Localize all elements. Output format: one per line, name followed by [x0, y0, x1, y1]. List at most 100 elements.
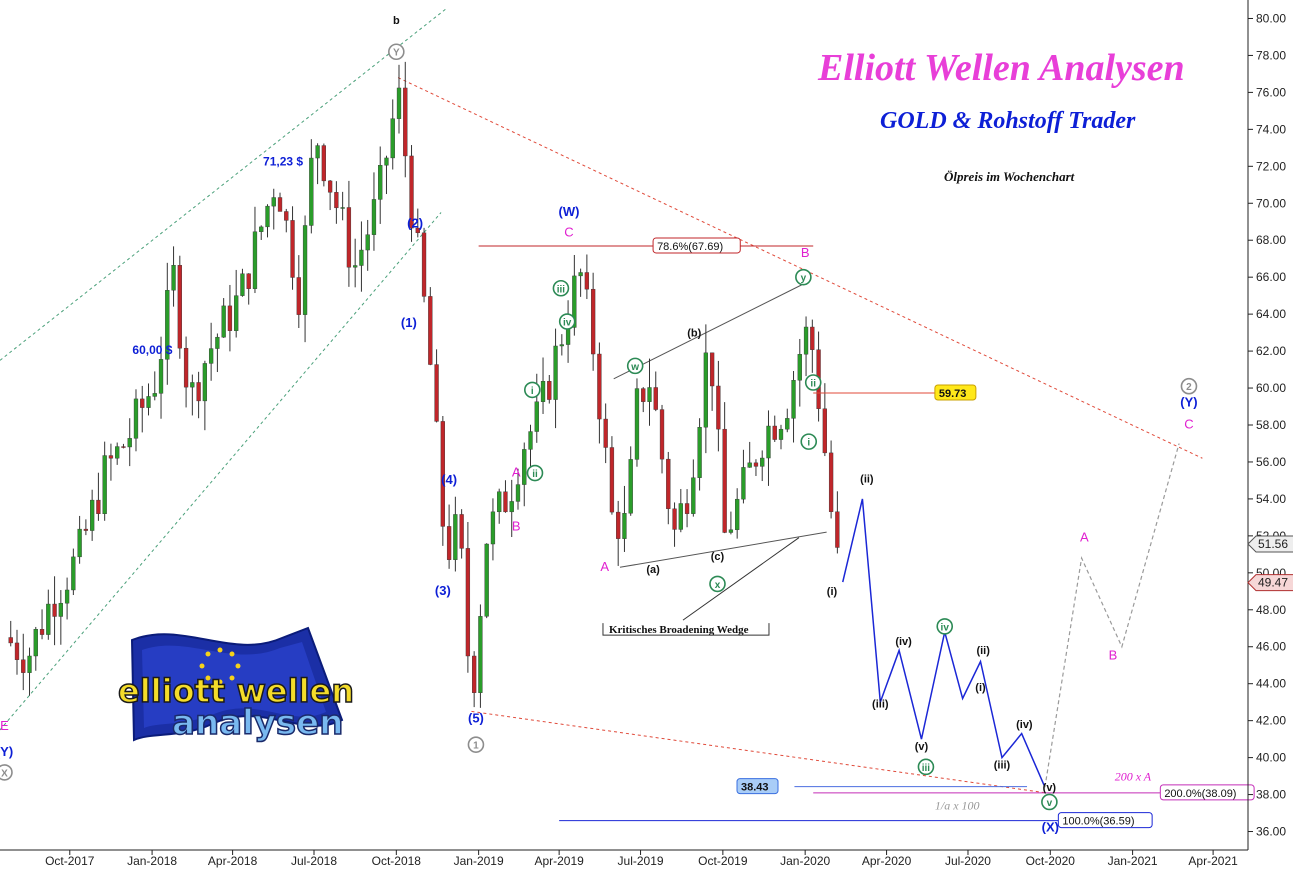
y-tick-label: 54.00: [1256, 492, 1286, 506]
elliott-wellen-logo: elliott wellen analysen: [117, 626, 355, 744]
candle: [684, 503, 690, 514]
wave-label-blue: (2): [407, 215, 423, 230]
wave-label-black: (c): [711, 551, 725, 563]
price-tag-label: 49.47: [1258, 576, 1288, 590]
wave-label-black: b: [393, 15, 400, 27]
candle: [446, 526, 452, 560]
candle: [647, 387, 652, 402]
wave-label-green-circle: [917, 758, 935, 776]
wave-label-magenta: A: [1080, 529, 1089, 544]
candle: [428, 296, 433, 365]
candle: [672, 508, 677, 530]
candle: [741, 467, 746, 500]
candle: [302, 225, 308, 315]
candle: [71, 556, 76, 591]
annotation-1a100: 1/a x 100: [935, 798, 980, 812]
wave-label-black: (iv): [895, 636, 912, 648]
wave-label-green: i: [531, 386, 534, 397]
wave-label-magenta: C: [1184, 417, 1193, 432]
wave-label-green-circle: [524, 381, 541, 399]
candle: [121, 446, 126, 448]
level-5973-label: 59.73: [939, 388, 967, 400]
candle: [678, 503, 683, 530]
chart-caption: Ölpreis im Wochenchart: [944, 169, 1075, 184]
wave-label-green: iii: [557, 284, 566, 295]
wave-label-grey-circle: [0, 764, 13, 781]
wave-label-magenta: A: [512, 465, 521, 480]
candle: [215, 336, 220, 349]
candle: [365, 234, 370, 251]
candle: [453, 514, 458, 560]
candle: [390, 118, 395, 159]
y-tick-label: 56.00: [1256, 455, 1286, 469]
projection-dashed-line: [1044, 443, 1180, 788]
candle: [196, 382, 201, 402]
candle: [115, 446, 120, 459]
wave-label-green-circle: [936, 618, 954, 635]
wave-label-green: ii: [532, 469, 538, 480]
candle: [540, 381, 546, 402]
wave-label-green-circle: [795, 268, 812, 286]
candle: [296, 277, 301, 315]
candle: [14, 642, 20, 660]
candle: [691, 477, 696, 514]
y-tick-label: 46.00: [1256, 640, 1286, 654]
wave-label-black: (v): [915, 741, 929, 753]
candle: [290, 220, 295, 278]
candle: [234, 295, 239, 331]
candle: [309, 157, 314, 226]
candle: [421, 232, 427, 297]
y-tick-label: 42.00: [1256, 714, 1286, 728]
candle: [208, 348, 214, 364]
candle: [315, 145, 320, 159]
y-tick-label: 78.00: [1256, 48, 1286, 62]
wave-label-magenta: A: [600, 559, 609, 574]
candle: [277, 197, 283, 212]
wave-label-green-circle: [804, 374, 822, 391]
wave-label-green: v: [1047, 798, 1053, 809]
fib-786-label: 78.6%(67.69): [657, 241, 723, 253]
candle: [578, 272, 583, 277]
candle: [478, 616, 483, 693]
candle: [590, 288, 596, 355]
candle: [190, 382, 195, 388]
annotation-7123: 71,23 $: [263, 154, 303, 168]
candle: [628, 459, 633, 514]
x-tick-label: Apr-2018: [208, 854, 258, 868]
wave-label-black: (a): [646, 564, 660, 576]
candle: [52, 603, 57, 617]
candle: [778, 428, 784, 440]
trend-lines: [0, 8, 1203, 794]
wave-label-magenta: B: [1109, 648, 1118, 663]
candle: [666, 458, 671, 510]
candle: [152, 393, 157, 397]
candle: [622, 513, 627, 539]
wave-label-black: (v): [1043, 782, 1057, 794]
candle: [202, 363, 208, 402]
candle: [572, 275, 577, 328]
candle: [534, 401, 539, 432]
x-tick-label: Apr-2021: [1188, 854, 1238, 868]
chart-title: Elliott Wellen Analysen: [818, 47, 1185, 89]
candle: [127, 438, 132, 448]
candle: [772, 425, 777, 440]
candle: [509, 501, 514, 513]
wave-label-grey: X: [1, 768, 8, 779]
annotation-wedge: Kritisches Broadening Wedge: [609, 624, 749, 636]
candle: [553, 345, 558, 400]
fib-200-box: [1159, 784, 1255, 801]
fib-786-box: [652, 237, 741, 254]
candle: [240, 273, 245, 296]
candle: [90, 499, 95, 531]
wave-label-green: y: [801, 273, 807, 284]
candle: [334, 192, 339, 209]
wave-label-black: (i): [827, 586, 838, 598]
support-line: [471, 710, 1045, 794]
candle: [177, 265, 182, 349]
candles: [8, 61, 840, 708]
candle: [227, 305, 233, 331]
projection-line: [842, 498, 1046, 788]
wave-label-black: (iii): [872, 699, 889, 711]
candle: [603, 418, 608, 448]
candle: [284, 211, 289, 221]
